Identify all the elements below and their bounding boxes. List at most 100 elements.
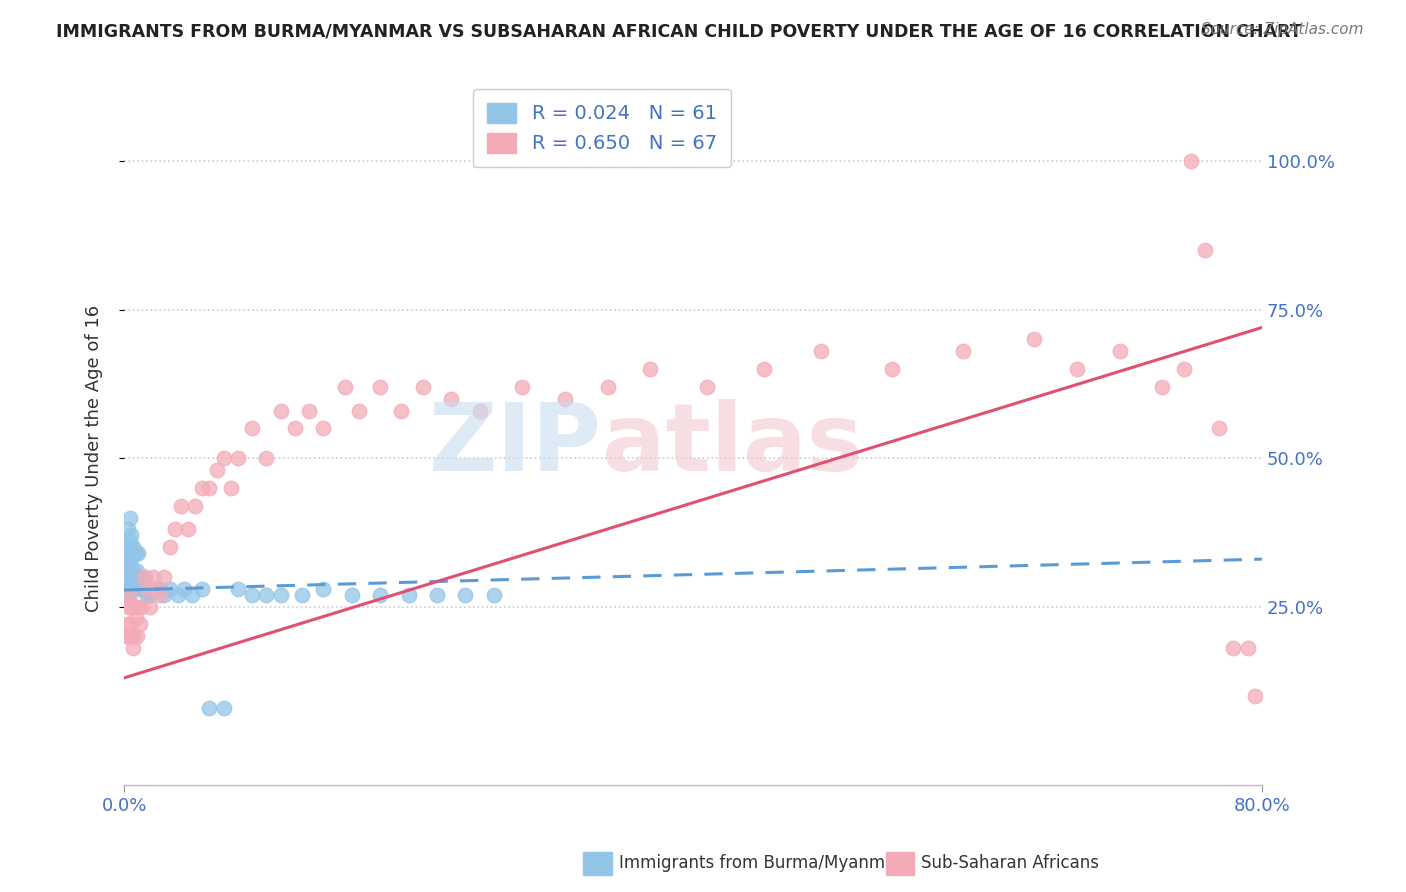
Point — [752, 362, 775, 376]
Point — [114, 588, 136, 602]
Point — [122, 570, 145, 584]
Point — [240, 421, 263, 435]
Point — [145, 582, 167, 596]
Point — [121, 641, 143, 656]
Point — [270, 403, 292, 417]
Point — [696, 380, 718, 394]
Point — [198, 481, 221, 495]
Point — [142, 582, 165, 596]
Point — [882, 362, 904, 376]
Point — [554, 392, 576, 406]
Point — [340, 588, 363, 602]
Point — [128, 570, 150, 584]
Point — [127, 599, 149, 614]
Point — [118, 510, 141, 524]
Point — [191, 481, 214, 495]
Point — [145, 582, 167, 596]
Point — [135, 588, 157, 602]
Point — [120, 582, 142, 596]
Point — [127, 570, 149, 584]
Point — [117, 575, 139, 590]
Point — [122, 629, 145, 643]
Point — [153, 570, 176, 584]
Point — [191, 582, 214, 596]
Point — [115, 570, 138, 584]
Point — [115, 540, 138, 554]
Point — [198, 700, 221, 714]
Point — [810, 344, 832, 359]
Point — [117, 540, 139, 554]
Point — [412, 380, 434, 394]
Point — [177, 523, 200, 537]
Point — [120, 552, 142, 566]
Point — [159, 582, 181, 596]
Point — [159, 540, 181, 554]
Point — [347, 403, 370, 417]
Point — [1222, 641, 1244, 656]
Point — [640, 362, 662, 376]
Point — [121, 564, 143, 578]
Point — [138, 588, 160, 602]
Point — [312, 421, 335, 435]
Point — [118, 552, 141, 566]
Point — [114, 570, 136, 584]
Point — [125, 629, 148, 643]
Point — [129, 582, 152, 596]
Point — [120, 528, 142, 542]
Point — [1024, 333, 1046, 347]
Point — [333, 380, 356, 394]
Point — [125, 564, 148, 578]
Point — [426, 588, 449, 602]
Point — [184, 499, 207, 513]
Point — [226, 451, 249, 466]
Point — [121, 599, 143, 614]
Point — [312, 582, 335, 596]
Point — [120, 570, 142, 584]
Point — [142, 570, 165, 584]
Point — [440, 392, 463, 406]
Point — [368, 380, 391, 394]
Text: atlas: atlas — [602, 399, 863, 491]
Point — [368, 588, 391, 602]
Point — [1066, 362, 1088, 376]
Point — [254, 451, 277, 466]
Point — [149, 588, 172, 602]
Point — [482, 588, 505, 602]
Point — [205, 463, 228, 477]
Point — [254, 588, 277, 602]
Point — [1173, 362, 1195, 376]
Point — [1194, 244, 1216, 258]
Point — [124, 570, 146, 584]
Point — [173, 582, 195, 596]
Point — [117, 588, 139, 602]
Point — [1243, 689, 1265, 703]
Point — [212, 700, 235, 714]
Point — [219, 481, 242, 495]
Point — [454, 588, 477, 602]
Point — [114, 552, 136, 566]
Point — [596, 380, 619, 394]
Text: Sub-Saharan Africans: Sub-Saharan Africans — [921, 855, 1099, 872]
Point — [138, 599, 160, 614]
Point — [115, 558, 138, 572]
Point — [117, 564, 139, 578]
Point — [124, 611, 146, 625]
Point — [129, 599, 152, 614]
Point — [153, 588, 176, 602]
Point — [167, 588, 190, 602]
Point — [134, 570, 156, 584]
Point — [117, 552, 139, 566]
Point — [117, 599, 139, 614]
Point — [468, 403, 491, 417]
Point — [181, 588, 204, 602]
Point — [117, 523, 139, 537]
Point — [115, 582, 138, 596]
Point — [1208, 421, 1230, 435]
Point — [122, 546, 145, 560]
Text: IMMIGRANTS FROM BURMA/MYANMAR VS SUBSAHARAN AFRICAN CHILD POVERTY UNDER THE AGE : IMMIGRANTS FROM BURMA/MYANMAR VS SUBSAHA… — [56, 22, 1302, 40]
Point — [1236, 641, 1258, 656]
Point — [121, 582, 143, 596]
Text: Source: ZipAtlas.com: Source: ZipAtlas.com — [1201, 22, 1364, 37]
Point — [120, 599, 142, 614]
Point — [212, 451, 235, 466]
